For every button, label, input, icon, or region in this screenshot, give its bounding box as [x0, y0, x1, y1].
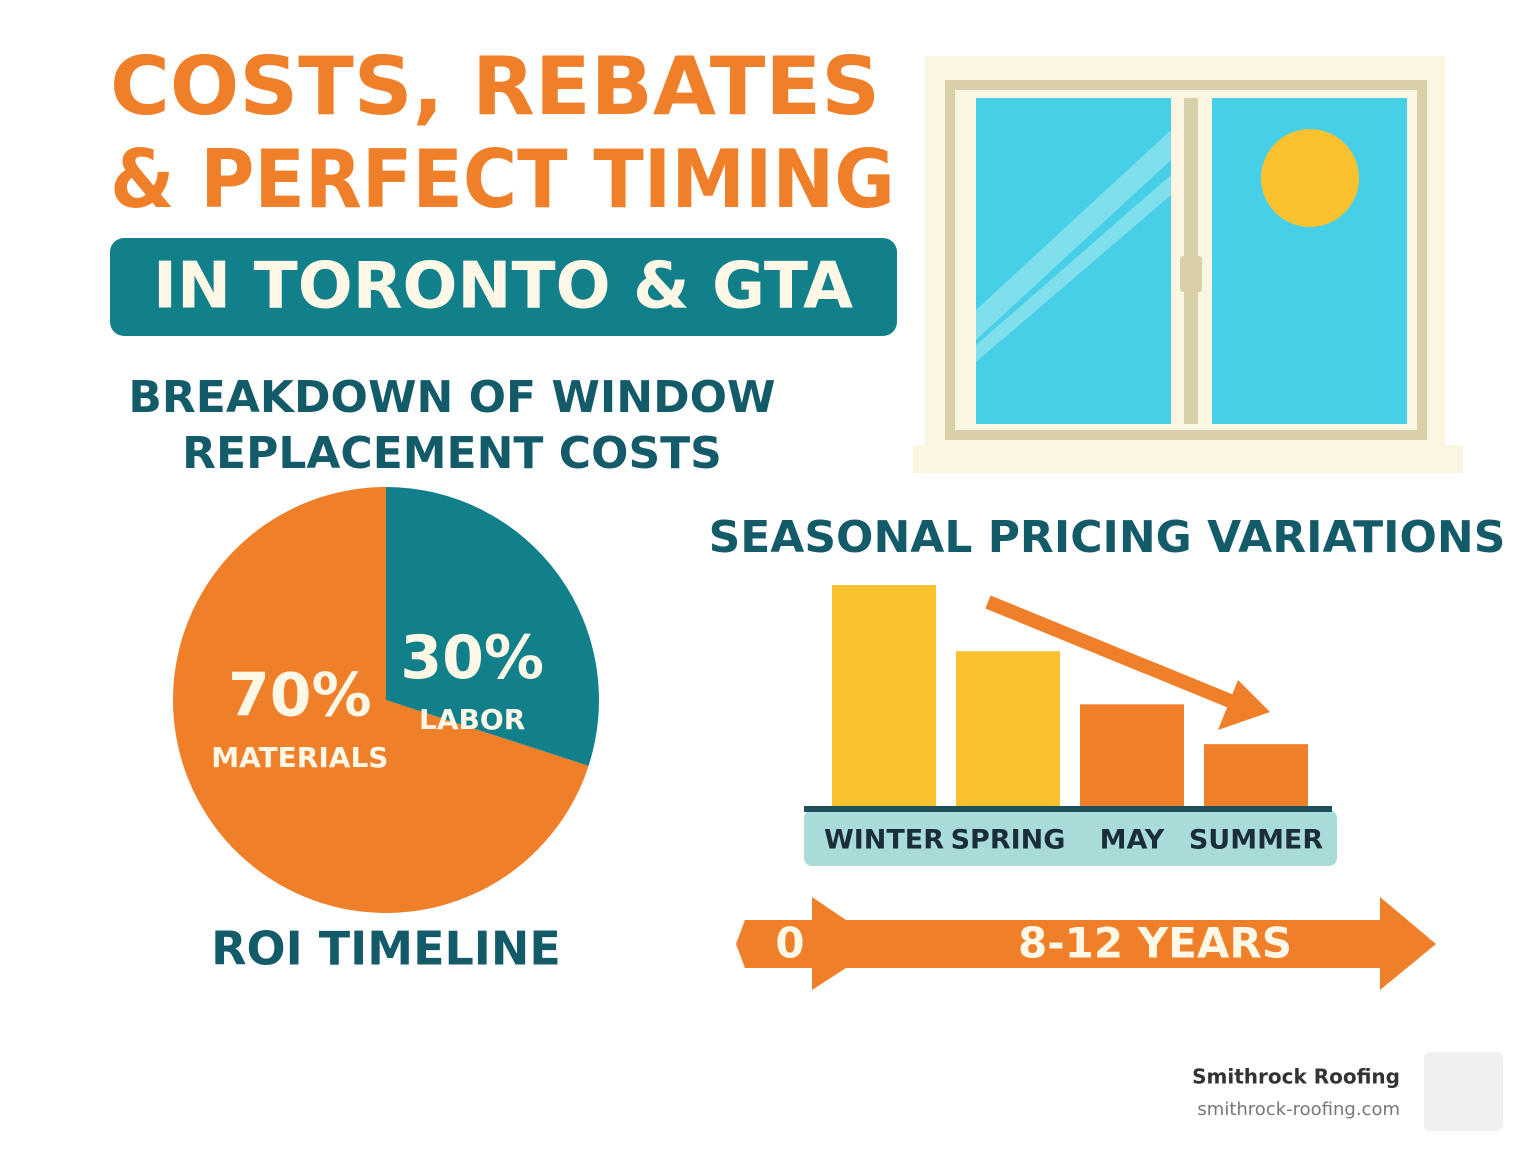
chart-title: SEASONAL PRICING VARIATIONS	[709, 512, 1506, 563]
slice-label: MATERIALS	[211, 741, 388, 774]
chart-title: BREAKDOWN OF WINDOW	[128, 372, 775, 423]
x-tick-label: SUMMER	[1189, 825, 1324, 856]
roi-title: ROI TIMELINE	[211, 922, 561, 976]
x-tick-label: SPRING	[951, 825, 1066, 856]
bar-baseline	[804, 806, 1332, 812]
pie-slice	[172, 487, 589, 913]
trend-arrow-head	[1218, 680, 1270, 730]
footer-logo	[1424, 1052, 1503, 1131]
bar	[956, 651, 1060, 806]
subtitle-banner	[110, 238, 897, 336]
bar-platform	[804, 810, 1337, 866]
chart-title: REPLACEMENT COSTS	[182, 428, 722, 479]
trend-arrow	[985, 595, 1243, 712]
bar	[1080, 704, 1184, 806]
bar	[832, 585, 936, 806]
bar	[1204, 744, 1308, 806]
x-tick-label: MAY	[1100, 825, 1165, 856]
x-tick-label: WINTER	[824, 825, 944, 856]
roi-start: 0	[775, 919, 804, 968]
slice-label: LABOR	[419, 703, 525, 736]
footer-url: smithrock-roofing.com	[1197, 1099, 1400, 1120]
window-illustration	[913, 56, 1463, 473]
pie-slice	[386, 487, 599, 766]
footer-brand: Smithrock Roofing	[1192, 1065, 1400, 1089]
subtitle: IN TORONTO & GTA	[153, 250, 853, 324]
title-line: COSTS, REBATES	[110, 40, 880, 133]
roi-arrow	[736, 897, 1436, 990]
slice-value-label: 30%	[400, 623, 544, 693]
slice-value-label: 70%	[228, 660, 372, 730]
roi-end: 8-12 YEARS	[1018, 919, 1292, 968]
title-line: & PERFECT TIMING	[110, 133, 895, 226]
